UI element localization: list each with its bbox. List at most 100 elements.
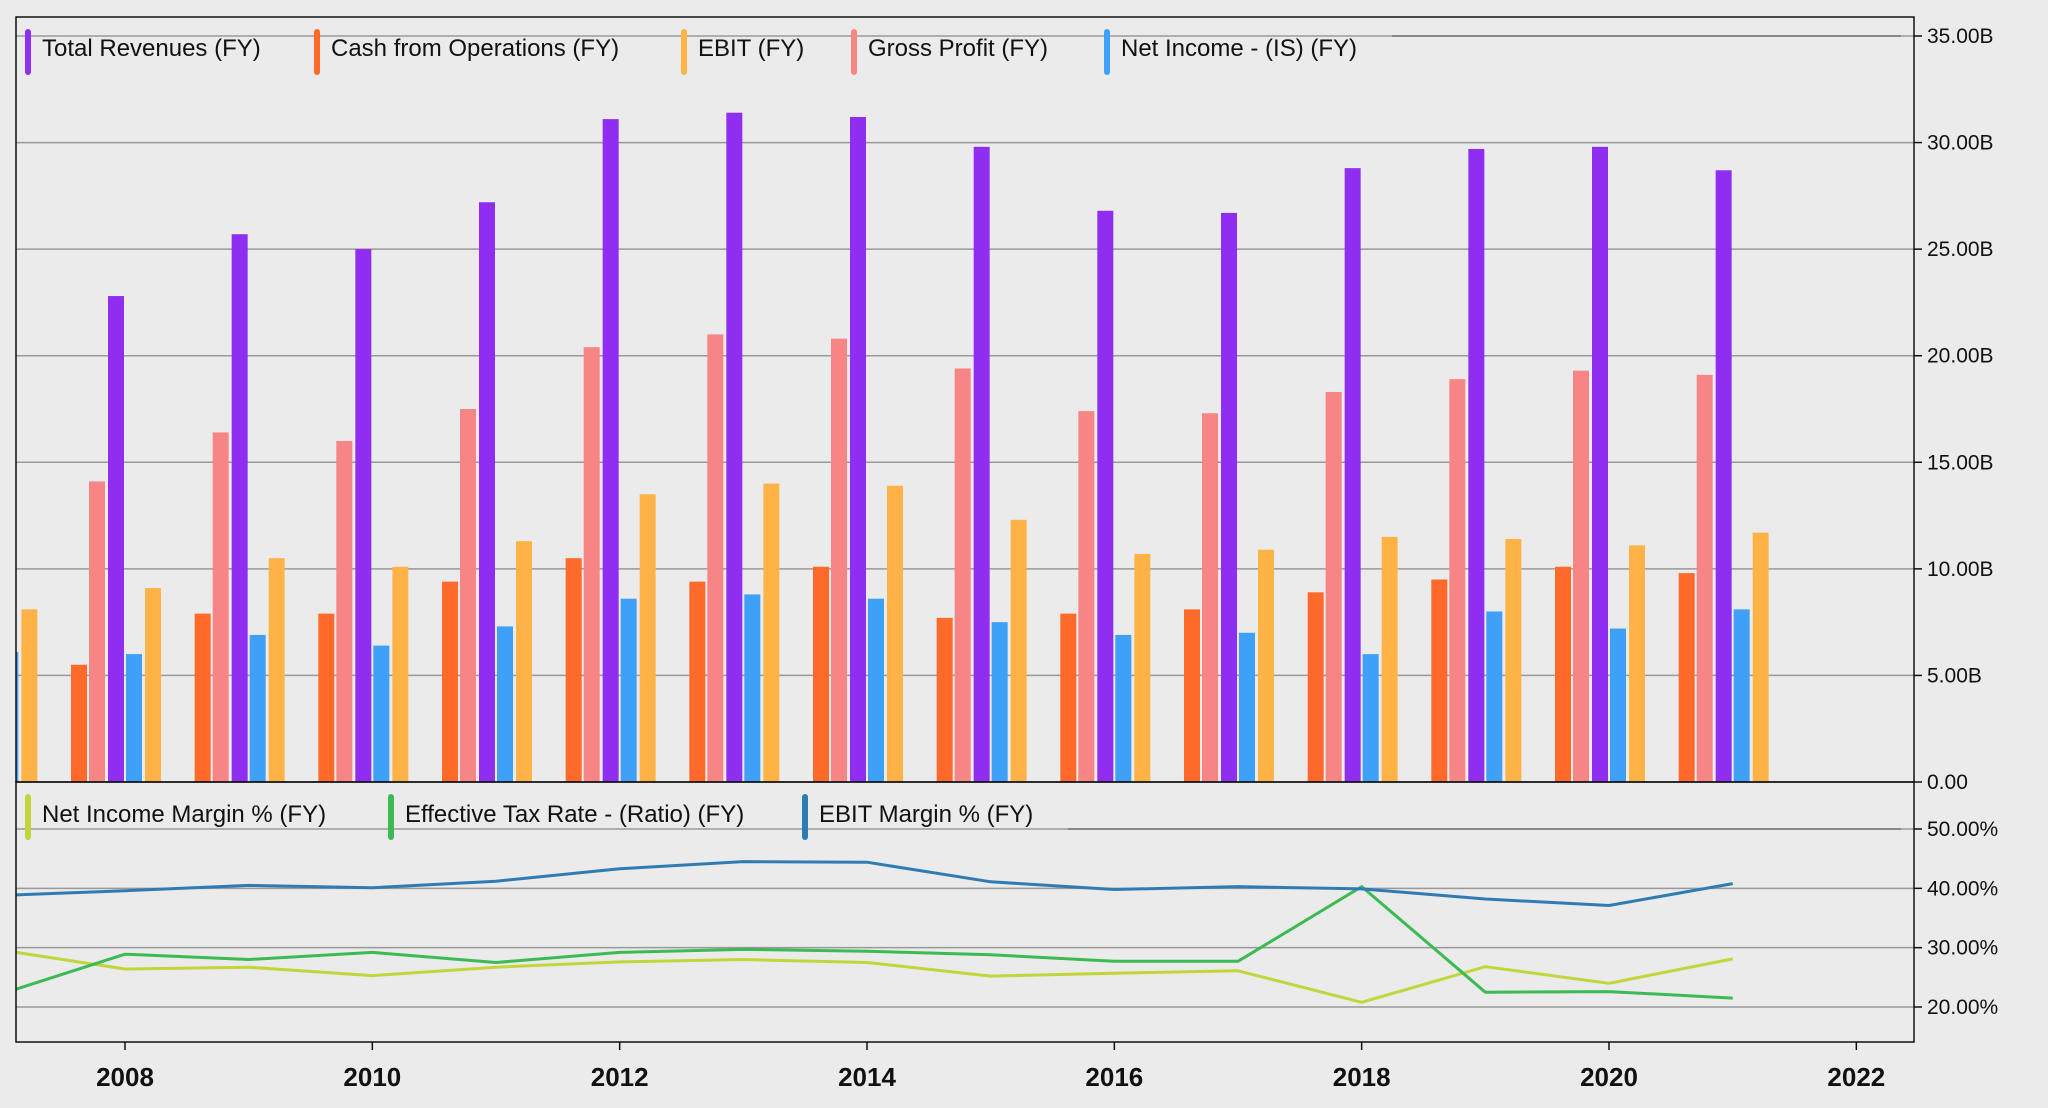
line-legend-label: Effective Tax Rate - (Ratio) (FY) [405, 801, 744, 828]
bar-net_income [249, 634, 266, 782]
bar-net_income [744, 594, 761, 782]
bar-total_revenues [1344, 168, 1361, 783]
bar-y-axis-ticks: 0.00 5.00B 10.00B 15.00B 20.00B 25.00B 30.00B 3… [1914, 25, 1994, 794]
x-tick-label: 2016 [1085, 1062, 1143, 1092]
bar-y-tick-label: 10.00B [1927, 558, 1994, 581]
bar-net_income [1362, 654, 1379, 782]
panel-frames [15, 16, 1915, 1043]
bar-ebit [887, 485, 903, 782]
line-y-tick-label: 40.00% [1927, 877, 1998, 900]
bar-ebit [639, 494, 656, 782]
x-tick-label: 2012 [591, 1062, 649, 1092]
bar-net_income [126, 654, 142, 782]
bar-ebit [21, 609, 38, 782]
bar-ebit [145, 588, 161, 782]
bar-gross_profit [336, 440, 353, 782]
bar-total_revenues [1715, 170, 1732, 782]
bar-y-tick-label: 35.00B [1927, 25, 1994, 48]
bar-legend: Total Revenues (FY) Cash from Operations … [25, 29, 1901, 75]
bar-ebit [1010, 519, 1027, 782]
bar-series-group [16, 112, 1769, 783]
bar-cash_from_operations [1060, 613, 1077, 782]
bar-ebit [392, 566, 409, 782]
bar-ebit [1381, 536, 1398, 782]
bar-cash_from_operations [813, 566, 829, 782]
bar-cash_from_operations [1184, 609, 1200, 782]
bar-gross_profit [707, 334, 724, 782]
x-tick-label: 2022 [1827, 1062, 1885, 1092]
bar-net_income [1486, 611, 1503, 782]
bar-ebit [1752, 532, 1769, 782]
bar-net_income [373, 645, 390, 782]
bar-total_revenues [108, 296, 124, 782]
bar-cash_from_operations [1678, 573, 1695, 782]
bar-total_revenues [479, 202, 495, 782]
bar-cash_from_operations [1555, 566, 1571, 782]
line-y-tick-label: 20.00% [1927, 996, 1998, 1019]
bar-total_revenues [973, 146, 990, 782]
bar-y-tick-label: 25.00B [1927, 238, 1994, 261]
line-legend-label: Net Income Margin % (FY) [42, 801, 326, 828]
bar-ebit [1258, 549, 1274, 782]
bar-total_revenues [1592, 146, 1608, 782]
bar-legend-label: Total Revenues (FY) [42, 35, 261, 62]
bar-panel: Total Revenues (FY) Cash from Operations … [16, 25, 1994, 794]
line-y-tick-label: 50.00% [1927, 818, 1998, 841]
bar-cash_from_operations [442, 581, 458, 782]
line-legend: Net Income Margin % (FY) Effective Tax Ra… [25, 794, 1901, 840]
bar-gross_profit [1696, 374, 1713, 782]
bar-net_income [1610, 628, 1626, 782]
bar-total_revenues [1221, 212, 1237, 782]
bar-gross_profit [1573, 370, 1589, 782]
bar-ebit [268, 558, 285, 782]
bar-gross_profit [831, 338, 847, 782]
bar-total_revenues [726, 112, 743, 782]
bar-total_revenues [1468, 148, 1485, 783]
bar-ebit [1505, 539, 1522, 782]
bar-ebit [763, 483, 780, 782]
x-tick-label: 2008 [96, 1062, 154, 1092]
bar-cash_from_operations [71, 664, 87, 782]
bar-net_income [620, 598, 637, 782]
bar-gross_profit [1078, 411, 1095, 782]
bar-ebit [1134, 553, 1151, 782]
bar-net_income [497, 626, 513, 782]
bar-gross_profit [954, 368, 971, 782]
bar-net_income [1733, 609, 1750, 782]
x-axis-ticks: 2008 2010 2012 2014 2016 2018 2020 2022 [96, 1042, 1885, 1092]
bar-ebit [1629, 545, 1645, 782]
x-tick-label: 2020 [1580, 1062, 1638, 1092]
x-tick-label: 2014 [838, 1062, 896, 1092]
bar-y-tick-label: 20.00B [1927, 345, 1994, 368]
bar-legend-label: Net Income - (IS) (FY) [1121, 35, 1357, 62]
bar-cash_from_operations [936, 617, 953, 782]
bar-y-tick-label: 0.00 [1927, 771, 1968, 794]
line-series-net_income_margin [15, 950, 1733, 1004]
x-tick-label: 2018 [1333, 1062, 1391, 1092]
bar-cash_from_operations [689, 581, 706, 782]
line-panel: Net Income Margin % (FY) Effective Tax Ra… [15, 794, 1998, 1019]
line-panel-frame [15, 781, 1915, 1043]
bar-total_revenues [602, 119, 619, 782]
line-series-group [15, 860, 1733, 1004]
bar-cash_from_operations [318, 613, 335, 782]
bar-gross_profit [1325, 391, 1342, 782]
bar-net_income [868, 598, 884, 782]
bar-legend-label: EBIT (FY) [698, 35, 804, 62]
bar-gross_profit [89, 481, 105, 782]
bar-ebit [516, 541, 532, 782]
bar-total_revenues [850, 116, 866, 783]
bar-gross_profit [583, 347, 600, 782]
bar-legend-label: Cash from Operations (FY) [331, 35, 619, 62]
bar-cash_from_operations [1307, 592, 1324, 782]
line-y-axis-ticks: 20.00% 30.00% 40.00% 50.00% [1914, 818, 1998, 1019]
bar-gross_profit [1449, 379, 1466, 782]
bar-cash_from_operations [194, 613, 211, 782]
x-tick-label: 2010 [343, 1062, 401, 1092]
bar-cash_from_operations [1431, 579, 1448, 782]
bar-net_income [16, 651, 19, 782]
line-series-ebit_margin [15, 860, 1733, 907]
bar-y-tick-label: 15.00B [1927, 451, 1994, 474]
bar-total_revenues [355, 249, 372, 783]
